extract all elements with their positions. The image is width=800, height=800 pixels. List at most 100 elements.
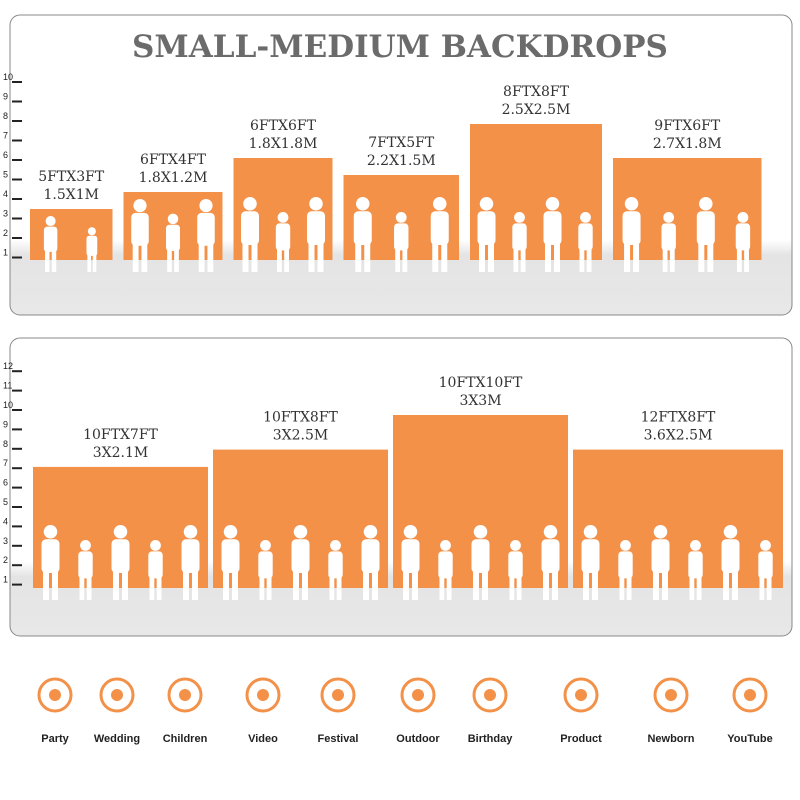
silhouette (131, 212, 149, 246)
silhouette (45, 216, 56, 227)
silhouette (552, 571, 558, 600)
backdrop (30, 209, 113, 260)
silhouette (624, 197, 639, 211)
silhouette (723, 571, 729, 600)
silhouette (361, 539, 380, 573)
size-m: 1.8X1.2M (139, 170, 208, 186)
silhouette (251, 243, 258, 272)
silhouette (735, 223, 751, 251)
use-icon (332, 689, 344, 701)
size-ft: 6FTX6FT (250, 118, 317, 134)
ruler-label: 10 (3, 72, 13, 82)
silhouette (471, 539, 490, 573)
silhouette (696, 211, 715, 245)
silhouette (663, 212, 675, 223)
silhouette (473, 525, 488, 539)
silhouette (482, 571, 488, 600)
silhouette (223, 525, 238, 539)
title: SMALL-MEDIUM BACKDROPS (132, 29, 668, 65)
ruler-label: 4 (3, 189, 8, 199)
use-label: YouTube (727, 733, 772, 745)
silhouette (141, 244, 148, 272)
silhouette (242, 243, 249, 272)
silhouette (624, 243, 631, 272)
silhouette (688, 551, 703, 579)
silhouette (586, 249, 592, 272)
use-icon (49, 689, 61, 701)
silhouette (149, 577, 155, 600)
silhouette (197, 212, 215, 246)
silhouette (473, 571, 479, 600)
silhouette (181, 539, 200, 573)
silhouette (353, 211, 372, 245)
silhouette (87, 254, 91, 272)
silhouette (356, 197, 370, 211)
silhouette (241, 211, 259, 245)
use-label: Festival (318, 733, 359, 745)
silhouette (412, 571, 418, 600)
silhouette (86, 235, 98, 256)
silhouette (759, 577, 765, 600)
size-ft: 10FTX8FT (263, 410, 338, 426)
silhouette (583, 571, 589, 600)
silhouette (317, 243, 324, 272)
use-label: Newborn (647, 733, 694, 745)
silhouette (221, 539, 240, 573)
use-icon (732, 677, 768, 713)
ruler-label: 6 (3, 150, 8, 160)
silhouette (113, 571, 119, 600)
silhouette (43, 525, 58, 539)
silhouette (395, 249, 401, 272)
size-m: 2.2X1.5M (367, 153, 436, 169)
silhouette (626, 577, 632, 600)
silhouette (402, 249, 408, 272)
silhouette (307, 211, 325, 245)
ruler-label: 9 (3, 419, 8, 429)
silhouette (653, 571, 659, 600)
silhouette (363, 525, 378, 539)
silhouette (277, 249, 282, 272)
silhouette (293, 571, 299, 600)
use-label: Product (560, 733, 602, 745)
silhouette (543, 571, 549, 600)
silhouette (259, 577, 265, 600)
silhouette (45, 250, 50, 272)
ruler-label: 1 (3, 575, 8, 585)
size-ft: 10FTX7FT (83, 427, 158, 443)
silhouette (618, 551, 633, 579)
use-icon (245, 677, 281, 713)
silhouette (165, 224, 181, 251)
silhouette (440, 540, 451, 551)
silhouette (633, 243, 640, 272)
silhouette (328, 551, 343, 579)
use-label: Outdoor (396, 733, 440, 745)
silhouette (439, 577, 445, 600)
silhouette (488, 243, 494, 272)
silhouette (133, 199, 147, 213)
silhouette (622, 211, 641, 245)
silhouette (41, 539, 60, 573)
silhouette (689, 577, 695, 600)
silhouette (401, 539, 420, 573)
silhouette (543, 211, 562, 245)
silhouette (174, 249, 179, 272)
silhouette (167, 249, 172, 272)
use-icon (257, 689, 269, 701)
ruler-label: 8 (3, 439, 8, 449)
silhouette (78, 551, 93, 579)
use-icon (472, 677, 508, 713)
silhouette (520, 249, 526, 272)
silhouette (258, 551, 273, 579)
size-ft: 6FTX4FT (140, 152, 207, 168)
ruler-label: 2 (3, 555, 8, 565)
silhouette (620, 540, 631, 551)
silhouette (578, 223, 593, 251)
silhouette (293, 525, 308, 539)
silhouette (330, 540, 341, 551)
size-m: 1.8X1.8M (249, 136, 318, 152)
silhouette (86, 577, 92, 600)
ruler-label: 5 (3, 170, 8, 180)
silhouette (87, 227, 96, 236)
silhouette (199, 199, 213, 213)
